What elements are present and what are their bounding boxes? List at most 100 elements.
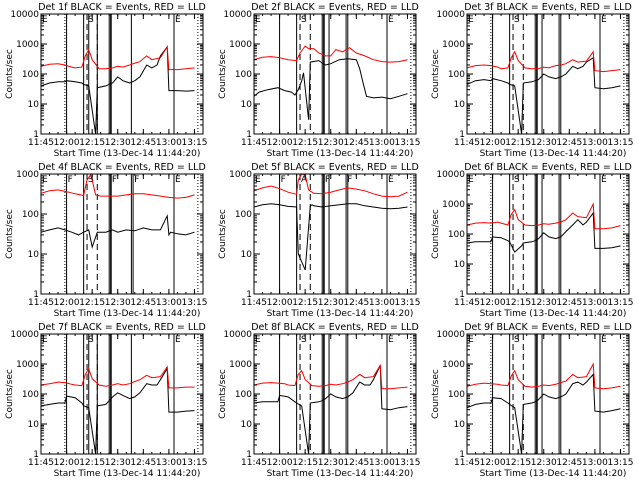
y-tick-label: 10000: [223, 10, 252, 20]
interval-mark: F: [281, 175, 286, 185]
x-axis-label: Start Time (13-Dec-14 11:44:20): [267, 149, 414, 159]
plot-frame: [40, 173, 204, 295]
series-events: [253, 365, 408, 455]
x-tick-label: 12:00: [267, 458, 293, 468]
x-axis-label: Start Time (13-Dec-14 11:44:20): [480, 469, 627, 479]
y-axis-label: Counts/sec: [5, 369, 15, 419]
y-axis-label: Counts/sec: [218, 49, 228, 99]
y-tick-label: 1: [33, 450, 39, 460]
x-tick-label: 12:45: [130, 138, 156, 148]
x-tick-label: 12:00: [54, 298, 80, 308]
interval-mark: F: [347, 175, 352, 185]
interval-mark: S: [301, 335, 307, 345]
series-lld: [466, 50, 621, 73]
interval-mark: E: [601, 335, 607, 345]
y-tick-label: 1: [246, 130, 252, 140]
y-tick-label: 1: [459, 450, 465, 460]
interval-mark: E: [255, 335, 261, 345]
y-tick-label: 10000: [10, 10, 39, 20]
panel-title: Det 2f BLACK = Events, RED = LLD: [251, 2, 419, 13]
interval-mark: S: [88, 175, 94, 185]
x-axis-label: Start Time (13-Dec-14 11:44:20): [480, 309, 627, 319]
series-lld: [253, 363, 408, 390]
interval-mark: E: [255, 175, 261, 185]
y-tick-label: 10: [241, 420, 253, 430]
interval-mark: E: [175, 335, 181, 345]
x-tick-label: 11:45: [28, 458, 54, 468]
x-tick-label: 12:15: [505, 298, 531, 308]
interval-mark: S: [88, 15, 94, 25]
y-tick-label: 1000: [442, 200, 465, 210]
interval-mark: E: [255, 15, 261, 25]
x-tick-label: 12:15: [505, 458, 531, 468]
x-tick-label: 12:00: [480, 138, 506, 148]
y-tick-label: 10000: [436, 10, 465, 20]
panel-det-8: Det 8f BLACK = Events, RED = LLD E S E 1 10 10…: [213, 320, 426, 480]
series-lld: [253, 173, 408, 198]
y-tick-label: 10: [28, 420, 40, 430]
series-events: [40, 45, 195, 135]
x-tick-label: 12:30: [318, 458, 344, 468]
x-tick-label: 11:45: [454, 298, 480, 308]
panel-det-2: Det 2f BLACK = Events, RED = LLD E S E 1 10 10…: [213, 0, 426, 160]
x-tick-label: 12:00: [54, 138, 80, 148]
x-tick-label: 12:45: [343, 138, 369, 148]
interval-mark: E: [388, 175, 394, 185]
y-tick-label: 1: [33, 290, 39, 300]
series-events: [40, 213, 195, 249]
y-tick-label: 1000: [442, 40, 465, 50]
panel-det-4: Det 4f BLACK = Events, RED = LLD E F S F F E 1 1…: [0, 160, 213, 320]
y-tick-label: 1000: [229, 360, 252, 370]
x-tick-label: 13:15: [395, 138, 421, 148]
y-axis-label: Counts/sec: [431, 209, 441, 259]
interval-mark: S: [514, 15, 520, 25]
x-tick-label: 12:00: [480, 298, 506, 308]
x-tick-label: 13:00: [156, 138, 182, 148]
x-tick-label: 13:15: [182, 138, 208, 148]
panel-title: Det 6f BLACK = Events, RED = LLD: [464, 162, 632, 173]
x-tick-label: 13:00: [369, 298, 395, 308]
interval-mark: E: [468, 15, 474, 25]
y-tick-label: 100: [448, 390, 465, 400]
panel-svg: Det 7f BLACK = Events, RED = LLD E S E 1 10 10…: [5, 322, 207, 479]
y-tick-label: 10000: [436, 330, 465, 340]
y-tick-label: 10: [241, 100, 253, 110]
x-tick-label: 12:00: [480, 458, 506, 468]
x-tick-label: 12:45: [556, 458, 582, 468]
x-tick-label: 12:30: [531, 458, 557, 468]
y-axis-label: Counts/sec: [5, 49, 15, 99]
x-axis-label: Start Time (13-Dec-14 11:44:20): [54, 149, 201, 159]
panel-title: Det 9f BLACK = Events, RED = LLD: [464, 322, 632, 333]
y-tick-label: 10: [454, 260, 466, 270]
y-tick-label: 1: [246, 290, 252, 300]
interval-mark: E: [42, 175, 48, 185]
panel-det-5: Det 5f BLACK = Events, RED = LLD E F A F F E 1 1…: [213, 160, 426, 320]
interval-mark: S: [514, 175, 520, 185]
x-tick-label: 12:15: [292, 298, 318, 308]
interval-mark: F: [112, 175, 117, 185]
y-tick-label: 100: [22, 210, 39, 220]
series-events: [253, 58, 408, 120]
x-axis-label: Start Time (13-Dec-14 11:44:20): [267, 469, 414, 479]
series-events: [40, 366, 195, 455]
x-tick-label: 11:45: [241, 458, 267, 468]
y-tick-label: 100: [22, 390, 39, 400]
interval-mark: S: [88, 335, 94, 345]
y-tick-label: 1000: [229, 170, 252, 180]
y-tick-label: 100: [235, 210, 252, 220]
interval-mark: F: [325, 175, 330, 185]
y-tick-label: 100: [22, 70, 39, 80]
y-tick-label: 10000: [10, 330, 39, 340]
x-tick-label: 12:15: [79, 138, 105, 148]
x-tick-label: 12:30: [105, 458, 131, 468]
interval-mark: E: [601, 175, 607, 185]
y-tick-label: 1000: [229, 40, 252, 50]
x-tick-label: 12:00: [267, 138, 293, 148]
panel-det-3: Det 3f BLACK = Events, RED = LLD E S E 1 10 10…: [426, 0, 639, 160]
x-tick-label: 12:45: [343, 298, 369, 308]
x-axis-label: Start Time (13-Dec-14 11:44:20): [54, 469, 201, 479]
series-lld: [466, 202, 621, 230]
y-axis-label: Counts/sec: [431, 49, 441, 99]
